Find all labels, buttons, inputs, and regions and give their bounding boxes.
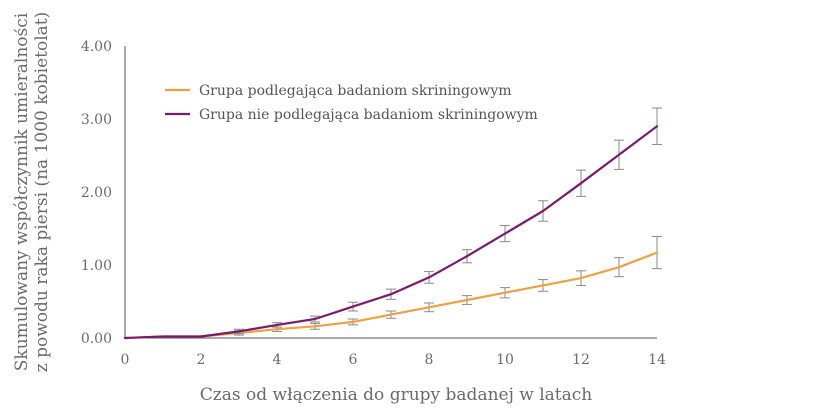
x-tick-labels: 0 2 4 6 8 10 12 14: [121, 352, 666, 368]
x-tick-label: 2: [197, 352, 206, 368]
x-tick-label: 6: [349, 352, 358, 368]
series-layer: [123, 107, 662, 340]
x-tick-label: 4: [273, 352, 282, 368]
y-tick-label: 4.00: [81, 39, 112, 55]
y-axis-title-line-1: Skumulowany współczynnik umieralności: [12, 12, 32, 371]
y-axis-title-line-2: z powodu raka piersi (na 1000 kobietolat…: [32, 12, 52, 372]
series-0: [123, 236, 662, 340]
x-axis-title: Czas od włączenia do grupy badanej w lat…: [200, 385, 593, 405]
x-tick-label: 14: [648, 352, 666, 368]
y-axis-title: Skumulowany współczynnik umieralności z …: [12, 12, 52, 372]
y-tick-labels: 0.00 1.00 2.00 3.00 4.00: [81, 39, 112, 347]
series-1: [123, 107, 662, 340]
legend: Grupa podlegająca badaniom skriningowym …: [165, 83, 538, 123]
y-tick-label: 2.00: [81, 185, 112, 201]
axes: [124, 46, 657, 339]
x-tick-label: 8: [425, 352, 434, 368]
legend-label-screened: Grupa podlegająca badaniom skriningowym: [199, 83, 512, 99]
y-tick-label: 0.00: [81, 331, 112, 347]
legend-label-unscreened: Grupa nie podlegająca badaniom skriningo…: [199, 107, 538, 123]
x-tick-label: 0: [121, 352, 130, 368]
series-line-1: [123, 125, 659, 340]
x-tick-label: 10: [496, 352, 514, 368]
y-tick-label: 1.00: [81, 258, 112, 274]
x-tick-label: 12: [572, 352, 590, 368]
y-tick-label: 3.00: [81, 112, 112, 128]
